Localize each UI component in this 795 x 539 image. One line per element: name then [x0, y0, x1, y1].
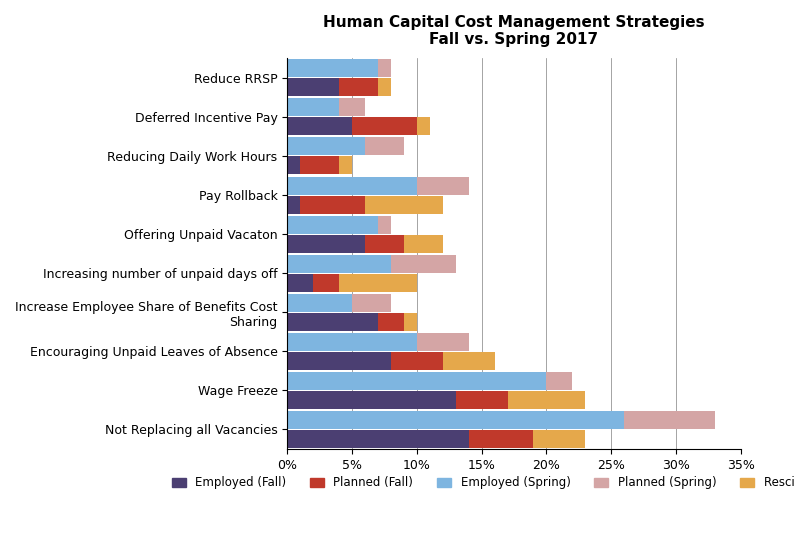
Bar	[378, 78, 391, 96]
Bar	[287, 118, 352, 135]
Bar	[404, 313, 417, 331]
Bar	[287, 372, 546, 390]
Bar	[339, 274, 417, 292]
Bar	[287, 78, 339, 96]
Bar	[378, 59, 391, 77]
Bar	[287, 352, 391, 370]
Bar	[417, 118, 430, 135]
Bar	[443, 352, 494, 370]
Bar	[287, 177, 417, 195]
Bar	[624, 411, 715, 429]
Bar	[287, 333, 417, 351]
Bar	[287, 156, 301, 175]
Bar	[365, 196, 443, 213]
Bar	[365, 234, 404, 253]
Bar	[352, 294, 391, 312]
Bar	[301, 196, 365, 213]
Bar	[533, 430, 585, 448]
Bar	[339, 99, 365, 116]
Bar	[287, 196, 301, 213]
Bar	[365, 137, 404, 155]
Bar	[417, 177, 469, 195]
Bar	[287, 313, 378, 331]
Bar	[391, 254, 456, 273]
Bar	[417, 333, 469, 351]
Bar	[313, 274, 339, 292]
Bar	[287, 274, 313, 292]
Bar	[287, 99, 339, 116]
Bar	[339, 156, 352, 175]
Bar	[378, 313, 404, 331]
Bar	[287, 59, 378, 77]
Bar	[287, 430, 469, 448]
Bar	[546, 372, 572, 390]
Bar	[469, 430, 533, 448]
Legend: Employed (Fall), Planned (Fall), Employed (Spring), Planned (Spring), Rescinded : Employed (Fall), Planned (Fall), Employe…	[167, 472, 795, 494]
Bar	[287, 137, 365, 155]
Bar	[507, 391, 585, 409]
Title: Human Capital Cost Management Strategies
Fall vs. Spring 2017: Human Capital Cost Management Strategies…	[324, 15, 705, 47]
Bar	[287, 411, 624, 429]
Bar	[404, 234, 443, 253]
Bar	[287, 216, 378, 233]
Bar	[391, 352, 443, 370]
Bar	[287, 234, 365, 253]
Bar	[378, 216, 391, 233]
Bar	[287, 391, 456, 409]
Bar	[287, 254, 391, 273]
Bar	[339, 78, 378, 96]
Bar	[352, 118, 417, 135]
Bar	[301, 156, 339, 175]
Bar	[287, 294, 352, 312]
Bar	[456, 391, 507, 409]
